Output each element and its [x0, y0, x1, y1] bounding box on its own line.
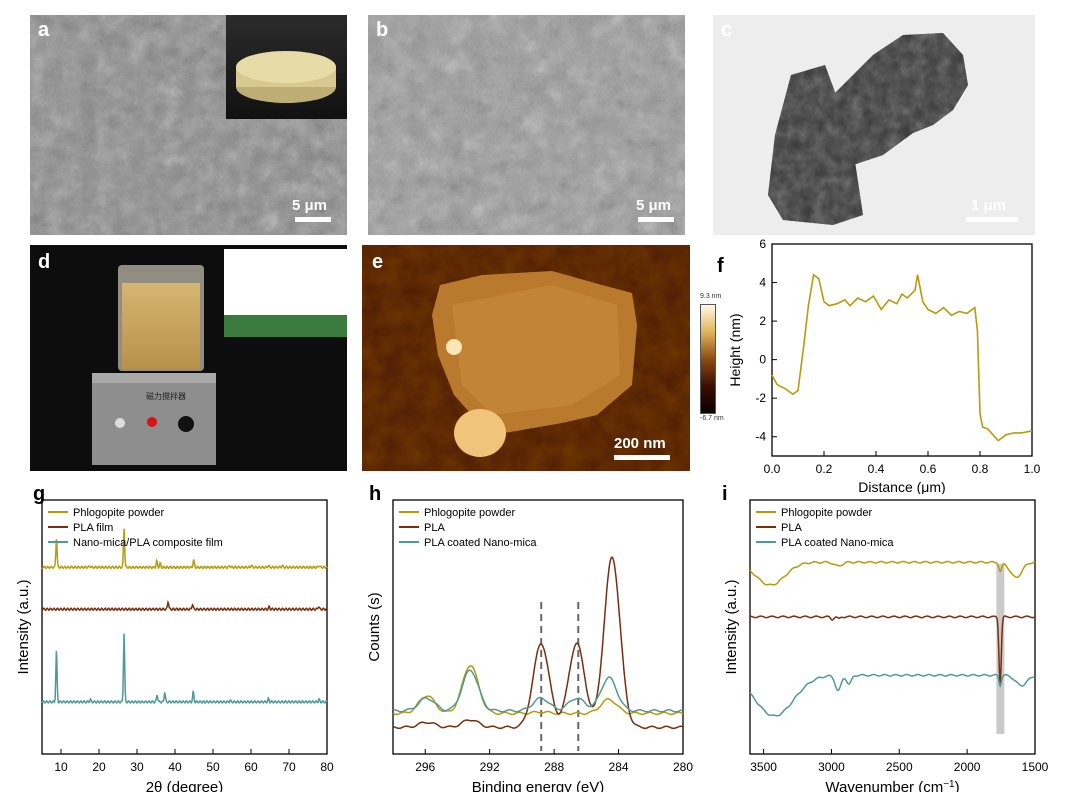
x-tick-label: 288: [544, 760, 564, 774]
series-line-1: [41, 528, 328, 570]
panel-label-e: e: [372, 251, 384, 273]
x-tick-label: 20: [92, 760, 106, 774]
legend-label-1: Phlogopite powder: [424, 507, 515, 519]
scale-bar-c: [966, 217, 1018, 222]
panel-label-a: a: [38, 19, 50, 41]
panel-label-b: b: [376, 19, 389, 41]
panel-e-afm-image: e 200 nm: [362, 245, 690, 471]
y-tick-label: 0: [759, 353, 766, 367]
x-tick-label: 0.6: [920, 462, 937, 476]
y-tick-label: 2: [759, 314, 766, 328]
x-tick-label: 60: [244, 760, 258, 774]
scale-bar-e: [614, 455, 670, 460]
x-axis-label: Binding energy (eV): [472, 779, 605, 792]
panel-label-f: f: [717, 255, 724, 277]
y-tick-label: -2: [755, 391, 766, 405]
x-tick-label: 30: [130, 760, 144, 774]
x-tick-label: 1.0: [1024, 462, 1040, 476]
afm-image: [362, 245, 690, 471]
legend-label-3: PLA coated Nano-mica: [424, 537, 537, 549]
x-tick-label: 40: [168, 760, 182, 774]
plot-frame: [41, 499, 328, 755]
scale-label-c: 1 μm: [971, 197, 1007, 214]
inset-photo-pellet: [226, 15, 347, 119]
x-tick-label: 0.8: [972, 462, 989, 476]
x-tick-label: 2500: [886, 760, 913, 774]
panel-label-i: i: [722, 483, 728, 505]
sem-image-b: [368, 15, 685, 235]
series-line-3: [392, 669, 684, 713]
colorbar-min-label: -6.7 nm: [700, 415, 724, 422]
x-tick-label: 3000: [818, 760, 845, 774]
x-tick-label: 1500: [1022, 760, 1049, 774]
y-axis-label: Counts (s): [366, 592, 383, 661]
x-tick-label: 292: [480, 760, 500, 774]
legend-label-3: Nano-mica/PLA composite film: [73, 537, 223, 549]
legend-label-3: PLA coated Nano-mica: [781, 537, 894, 549]
legend-label-1: Phlogopite powder: [781, 507, 872, 519]
device-label: 磁力搅拌器: [146, 392, 186, 401]
series-line-2: [41, 599, 328, 612]
panel-b-sem-image: b 5 μm: [368, 15, 685, 235]
x-tick-label: 284: [609, 760, 629, 774]
x-tick-label: 50: [206, 760, 220, 774]
y-tick-label: 6: [759, 238, 766, 251]
xrd-chart: 10 20 30 40 50 60 70 80 2θ (degree) Intensity (a.…: [15, 499, 334, 792]
series-line-1: [749, 560, 1036, 586]
height-profile-line: [771, 273, 1033, 442]
xps-chart: 296 292 288 284 280 Binding energy (eV) Counts…: [366, 499, 693, 792]
legend-label-1: Phlogopite powder: [73, 507, 164, 519]
x-tick-label: 0.2: [816, 462, 833, 476]
stirrer-photo: [92, 249, 347, 465]
plot-frame: [392, 499, 684, 755]
plot-frame: [771, 243, 1033, 457]
y-axis-label: Intensity (a.u.): [723, 579, 740, 674]
series-line-2: [750, 615, 1036, 684]
x-axis-label: 2θ (degree): [146, 779, 224, 792]
x-tick-label: 3500: [750, 760, 777, 774]
x-axis-label: Distance (μm): [858, 479, 945, 494]
series-line-3: [749, 673, 1036, 717]
panel-label-c: c: [721, 19, 733, 41]
legend-label-2: PLA film: [73, 522, 113, 534]
height-profile-chart: 0.0 0.2 0.4 0.6 0.8 1.0 -4 -2 0 2 4 6 Distance (μm) H…: [727, 238, 1040, 494]
legend-label-2: PLA: [424, 522, 445, 534]
tem-image-c: [713, 15, 1035, 235]
panel-label-d: d: [38, 251, 51, 273]
panel-c-tem-image: c 1 μm: [713, 15, 1035, 235]
x-tick-label: 280: [673, 760, 693, 774]
series-line-2: [392, 556, 684, 730]
colorbar-max-label: 9.3 nm: [700, 293, 722, 300]
scale-label-e: 200 nm: [614, 435, 666, 452]
scale-bar-a: [295, 217, 331, 222]
x-axis-label: Wavenumber (cm−1): [825, 779, 959, 793]
afm-colorbar: [700, 304, 716, 414]
panel-label-h: h: [369, 483, 382, 505]
x-tick-label: 296: [415, 760, 435, 774]
panel-a-sem-image: a 5 μm: [30, 15, 347, 235]
x-tick-label: 2000: [954, 760, 981, 774]
scale-label-a: 5 μm: [292, 197, 328, 214]
x-tick-label: 10: [54, 760, 68, 774]
y-tick-label: 4: [759, 276, 766, 290]
ftir-chart: 3500 3000 2500 2000 1500 Wavenumber (cm−1) Int…: [723, 499, 1049, 793]
x-tick-label: 70: [282, 760, 296, 774]
y-axis-label: Height (nm): [727, 313, 743, 386]
highlight-band: [996, 564, 1005, 734]
series-line-3: [41, 633, 328, 705]
y-axis-label: Intensity (a.u.): [15, 579, 32, 674]
series-line-1: [392, 665, 684, 716]
scale-bar-b: [638, 217, 674, 222]
scale-label-b: 5 μm: [636, 197, 672, 214]
x-tick-label: 0.0: [764, 462, 781, 476]
panel-d-photo: 磁力搅拌器 d: [30, 245, 347, 471]
y-tick-label: -4: [755, 430, 766, 444]
legend-label-2: PLA: [781, 522, 802, 534]
plot-frame: [749, 499, 1036, 755]
x-tick-label: 0.4: [868, 462, 885, 476]
x-tick-label: 80: [320, 760, 334, 774]
